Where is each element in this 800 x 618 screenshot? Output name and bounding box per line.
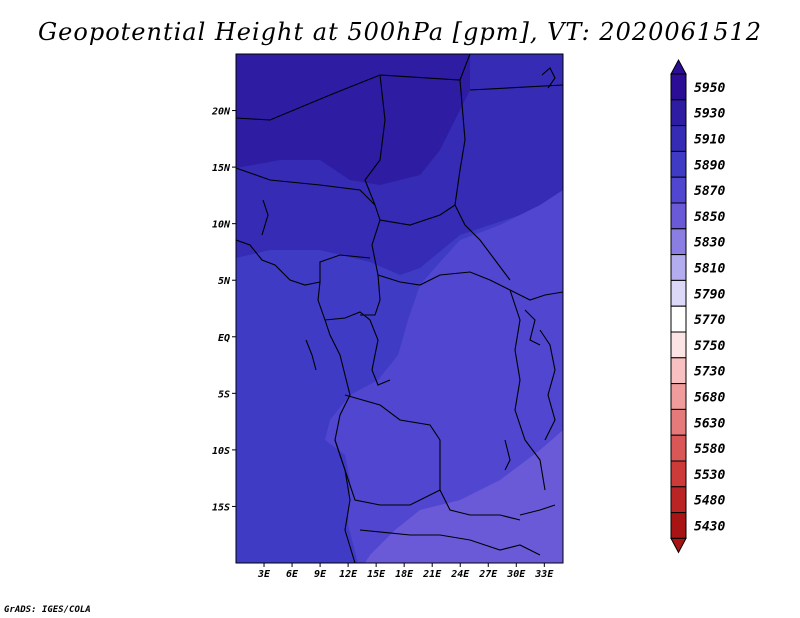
colorbar-swatch [670,202,687,230]
field-5930-region [236,54,470,185]
colorbar-swatch [670,357,687,385]
x-tick-label: 12E [339,569,358,580]
colorbar-swatch [670,228,687,256]
x-tick-label: 24E [450,569,470,580]
figure-title: Geopotential Height at 500hPa [gpm], VT:… [38,18,762,46]
x-tick-label: 21E [422,569,442,580]
x-axis-ticks: 3E 6E 9E 12E 15E 18E 21E 24E 27E 30E 33E [257,563,554,580]
colorbar-label: 5630 [694,416,725,431]
field-5910-patch-north-east [440,54,563,200]
colorbar-swatch [670,434,687,462]
colorbar-label: 5680 [694,391,725,406]
colorbar-swatch [670,486,687,514]
field-5870-region [325,190,563,563]
colorbar-swatch [670,408,687,436]
map-panel [236,54,563,563]
y-tick-label: EQ [218,333,230,344]
y-tick-label: 15S [212,502,230,513]
colorbar-label: 5790 [694,287,725,302]
colorbar-label: 5530 [694,468,725,483]
x-tick-label: 9E [314,569,327,580]
y-tick-label: 5N [218,276,231,287]
x-tick-label: 3E [257,569,271,580]
colorbar-label: 5770 [694,313,725,328]
colorbar-label: 5750 [694,339,725,354]
colorbar-label: 5910 [694,133,725,148]
colorbar-label: 5850 [694,210,725,225]
colorbar-label: 5830 [694,236,725,251]
colorbar-label: 5580 [694,442,725,457]
colorbar-swatch [670,73,687,101]
colorbar-swatch [670,125,687,152]
x-tick-label: 18E [395,569,414,580]
y-axis-ticks: 20N 15N 10N 5N EQ 5S 10S 15S [211,107,236,513]
colorbar-swatch [670,305,687,333]
colorbar-swatch [670,254,687,281]
colorbar-swatch [670,150,687,178]
field-5850-region [365,430,563,563]
colorbar-swatch [670,99,687,127]
y-tick-label: 10N [212,220,231,231]
colorbar-bottom-cap [670,537,687,554]
colorbar-label: 5870 [694,184,725,199]
colorbar-swatch [670,331,687,359]
x-tick-label: 27E [478,569,498,580]
colorbar-swatch [670,460,687,488]
x-tick-label: 15E [367,569,386,580]
y-tick-label: 10S [212,446,230,457]
colorbar: 5950 5930 5910 5890 5870 5850 5830 5810 5790 5770… [670,58,725,554]
y-tick-label: 20N [211,107,231,118]
colorbar-label: 5950 [694,81,725,96]
x-tick-label: 33E [534,569,554,580]
y-tick-label: 15N [212,163,231,174]
colorbar-swatch [670,512,687,539]
colorbar-label: 5480 [694,494,725,509]
x-tick-label: 30E [506,569,526,580]
colorbar-swatch [670,176,687,204]
y-tick-label: 5S [218,389,230,400]
colorbar-top-cap [670,58,687,75]
colorbar-swatch [670,279,687,307]
map-frame [235,53,564,564]
colorbar-swatch [670,383,687,410]
colorbar-label: 5730 [694,365,725,380]
colorbar-label: 5430 [694,520,725,535]
colorbar-label: 5890 [694,158,725,173]
colorbar-label: 5930 [694,107,725,122]
grads-credit: GrADS: IGES/COLA [4,605,91,615]
colorbar-label: 5810 [694,262,725,277]
country-borders [236,54,563,563]
x-tick-label: 6E [286,569,299,580]
